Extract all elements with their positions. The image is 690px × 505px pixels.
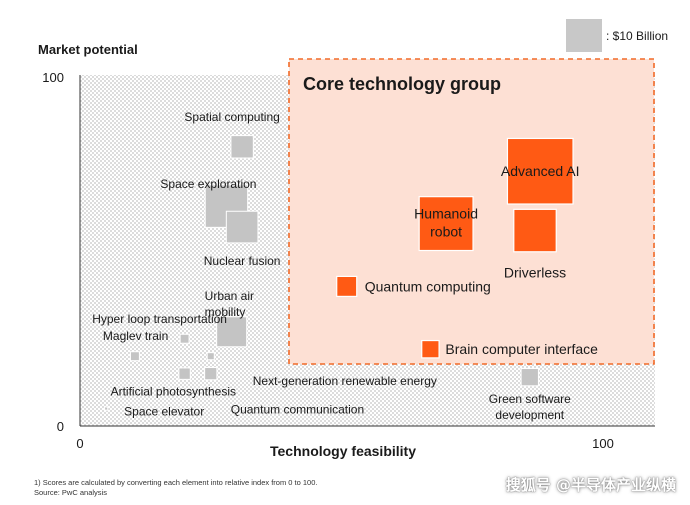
mark-label-line: Space exploration — [160, 177, 256, 191]
mark-9 — [104, 406, 109, 411]
mark-label-11: Advanced AI — [501, 163, 580, 179]
mark-label-line: Hyper loop transportation — [92, 312, 227, 326]
mark-label-8: Quantum communication — [231, 403, 364, 417]
mark-14 — [336, 275, 358, 297]
mark-label-line: Quantum communication — [231, 403, 364, 417]
x-axis-label: Technology feasibility — [270, 443, 416, 459]
mark-label-line: Quantum computing — [365, 278, 491, 294]
mark-label-line: Next-generation renewable energy — [253, 374, 437, 388]
mark-label-13: Humanoid robot — [414, 206, 478, 240]
mark-label-line: mobility — [205, 305, 246, 319]
x-tick-max: 100 — [592, 436, 614, 451]
mark-12 — [513, 208, 557, 253]
mark-label-line: Brain computer interface — [445, 341, 598, 357]
mark-label-line: development — [495, 408, 564, 422]
y-tick-max: 100 — [42, 70, 64, 85]
mark-label-line: Spatial computing — [184, 110, 279, 124]
mark-label-0: Spatial computing — [184, 110, 279, 124]
mark-label-line: robot — [430, 224, 462, 240]
mark-8 — [204, 367, 218, 381]
mark-label-line: Driverless — [504, 265, 566, 281]
mark-label-10: Green software development — [489, 392, 571, 422]
legend-label: : $10 Billion — [606, 29, 669, 43]
y-tick-min: 0 — [57, 419, 64, 434]
mark-label-1: Space exploration — [160, 177, 256, 191]
mark-6 — [206, 352, 215, 361]
mark-label-15: Brain computer interface — [445, 341, 598, 357]
mark-label-3: Hyper loop transportation — [92, 312, 227, 326]
mark-0 — [230, 135, 254, 159]
mark-label-5: Maglev train — [103, 329, 168, 343]
mark-7 — [178, 367, 191, 380]
x-tick-min: 0 — [76, 436, 83, 451]
mark-label-12: Driverless — [504, 265, 566, 281]
mark-label-14: Quantum computing — [365, 278, 491, 294]
mark-label-line: Artificial photosynthesis — [111, 385, 236, 399]
core-group-label: Core technology group — [303, 74, 501, 94]
y-axis-label: Market potential — [38, 42, 138, 57]
mark-label-9: Space elevator — [124, 405, 204, 419]
mark-label-2: Nuclear fusion — [204, 254, 281, 268]
watermark: 搜狐号 @半导体产业纵横 — [505, 476, 676, 494]
mark-label-4: Urban air mobility — [205, 289, 254, 319]
mark-10 — [520, 367, 539, 387]
legend-swatch — [566, 19, 602, 52]
footnote: 1) Scores are calculated by converting e… — [34, 478, 318, 487]
mark-label-line: Advanced AI — [501, 163, 580, 179]
mark-11 — [506, 137, 574, 205]
mark-label-line: Humanoid — [414, 206, 478, 222]
mark-label-6: Next-generation renewable energy — [253, 374, 437, 388]
mark-label-line: Space elevator — [124, 405, 204, 419]
mark-15 — [421, 339, 440, 359]
mark-13 — [418, 196, 474, 252]
mark-2 — [225, 210, 259, 244]
mark-label-line: Urban air — [205, 289, 254, 303]
mark-5 — [129, 351, 140, 362]
mark-label-line: Green software — [489, 392, 571, 406]
mark-label-line: Nuclear fusion — [204, 254, 281, 268]
mark-4 — [216, 316, 248, 348]
source-note: Source: PwC analysis — [34, 488, 107, 497]
mark-3 — [179, 333, 190, 344]
mark-label-line: Maglev train — [103, 329, 168, 343]
mark-label-7: Artificial photosynthesis — [111, 385, 236, 399]
